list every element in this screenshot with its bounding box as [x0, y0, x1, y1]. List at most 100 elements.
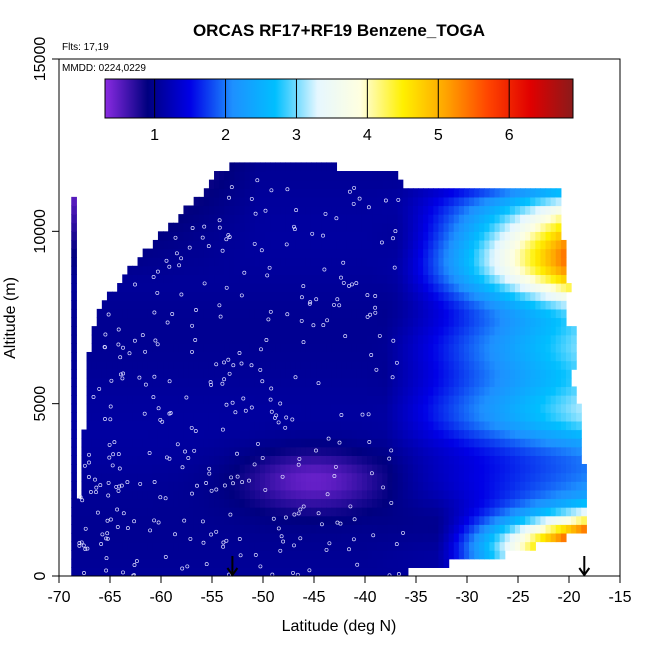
heatmap-cell	[163, 239, 169, 250]
sample-point	[242, 270, 247, 275]
heatmap-cell	[244, 567, 251, 576]
heatmap-cell	[142, 351, 149, 362]
heatmap-cell	[234, 205, 241, 215]
heatmap-cell	[402, 188, 409, 198]
sample-point	[337, 440, 342, 445]
heatmap-cell	[438, 386, 445, 396]
heatmap-cell	[504, 515, 511, 525]
heatmap-cell	[438, 351, 445, 362]
heatmap-cell	[290, 343, 297, 353]
heatmap-cell	[168, 386, 174, 396]
heatmap-cell	[412, 446, 419, 456]
heatmap-cell	[382, 446, 389, 456]
heatmap-cell	[479, 351, 485, 362]
heatmap-cell	[127, 351, 134, 362]
heatmap-cell	[249, 438, 256, 448]
sample-point	[108, 417, 113, 422]
heatmap-cell	[117, 455, 123, 465]
heatmap-cell	[458, 524, 465, 534]
heatmap-cell	[280, 222, 287, 232]
heatmap-cell	[249, 351, 256, 362]
heatmap-cell	[321, 515, 327, 525]
heatmap-cell	[106, 317, 113, 327]
heatmap-cell	[275, 524, 281, 534]
heatmap-cell	[270, 308, 276, 319]
heatmap-cell	[474, 541, 480, 551]
heatmap-cell	[275, 265, 281, 276]
heatmap-cell	[147, 558, 154, 568]
heatmap-cell	[157, 283, 164, 293]
heatmap-cell	[239, 532, 246, 543]
heatmap-cell	[479, 429, 485, 439]
heatmap-cell	[453, 507, 460, 517]
heatmap-cell	[545, 403, 552, 413]
heatmap-cell	[168, 248, 174, 258]
heatmap-cell	[499, 377, 506, 388]
heatmap-cell	[122, 558, 128, 568]
heatmap-cell	[147, 567, 154, 576]
heatmap-cell	[382, 481, 389, 491]
heatmap-cell	[254, 532, 261, 543]
heatmap-cell	[305, 532, 312, 543]
heatmap-cell	[244, 179, 251, 189]
heatmap-cell	[86, 550, 93, 560]
heatmap-cell	[407, 274, 414, 284]
heatmap-cell	[152, 429, 159, 439]
heatmap-cell	[224, 300, 230, 310]
heatmap-cell	[326, 429, 332, 439]
heatmap-cell	[106, 386, 113, 396]
heatmap-cell	[397, 395, 404, 405]
heatmap-cell	[407, 489, 414, 500]
heatmap-cell	[504, 481, 511, 491]
heatmap-cell	[106, 455, 113, 465]
heatmap-cell	[117, 300, 123, 310]
heatmap-cell	[122, 412, 128, 422]
heatmap-cell	[550, 265, 557, 276]
heatmap-cell	[219, 351, 225, 362]
heatmap-cell	[234, 257, 241, 267]
heatmap-cell	[208, 317, 215, 327]
heatmap-cell	[367, 360, 373, 370]
heatmap-cell	[117, 386, 123, 396]
heatmap-cell	[326, 291, 332, 301]
heatmap-cell	[173, 317, 179, 327]
heatmap-cell	[433, 507, 440, 517]
heatmap-cell	[397, 205, 404, 215]
heatmap-cell	[382, 567, 389, 576]
heatmap-cell	[208, 412, 215, 422]
heatmap-cell	[244, 455, 251, 465]
heatmap-cell	[484, 455, 491, 465]
heatmap-cell	[392, 317, 399, 327]
heatmap-cell	[494, 214, 501, 224]
heatmap-cell	[397, 455, 404, 465]
heatmap-cell	[244, 283, 251, 293]
heatmap-cell	[249, 463, 256, 474]
heatmap-cell	[214, 489, 220, 500]
heatmap-cell	[504, 351, 511, 362]
heatmap-cell	[112, 300, 118, 310]
heatmap-cell	[443, 524, 450, 534]
heatmap-cell	[509, 395, 516, 405]
heatmap-cell	[117, 360, 123, 370]
heatmap-cell	[438, 300, 445, 310]
heatmap-cell	[453, 532, 460, 543]
heatmap-cell	[101, 403, 108, 413]
heatmap-cell	[530, 412, 536, 422]
heatmap-cell	[331, 395, 338, 405]
heatmap-cell	[280, 420, 287, 431]
heatmap-cell	[173, 420, 179, 431]
heatmap-cell	[265, 481, 271, 491]
heatmap-cell	[203, 420, 210, 431]
heatmap-cell	[433, 274, 440, 284]
heatmap-cell	[300, 446, 307, 456]
heatmap-cell	[555, 446, 562, 456]
heatmap-cell	[254, 498, 261, 508]
heatmap-cell	[249, 162, 256, 172]
heatmap-cell	[137, 420, 144, 431]
heatmap-cell	[346, 558, 353, 568]
heatmap-cell	[555, 455, 562, 465]
heatmap-cell	[254, 455, 261, 465]
heatmap-cell	[346, 463, 353, 474]
heatmap-cell	[336, 438, 343, 448]
heatmap-cell	[147, 300, 154, 310]
